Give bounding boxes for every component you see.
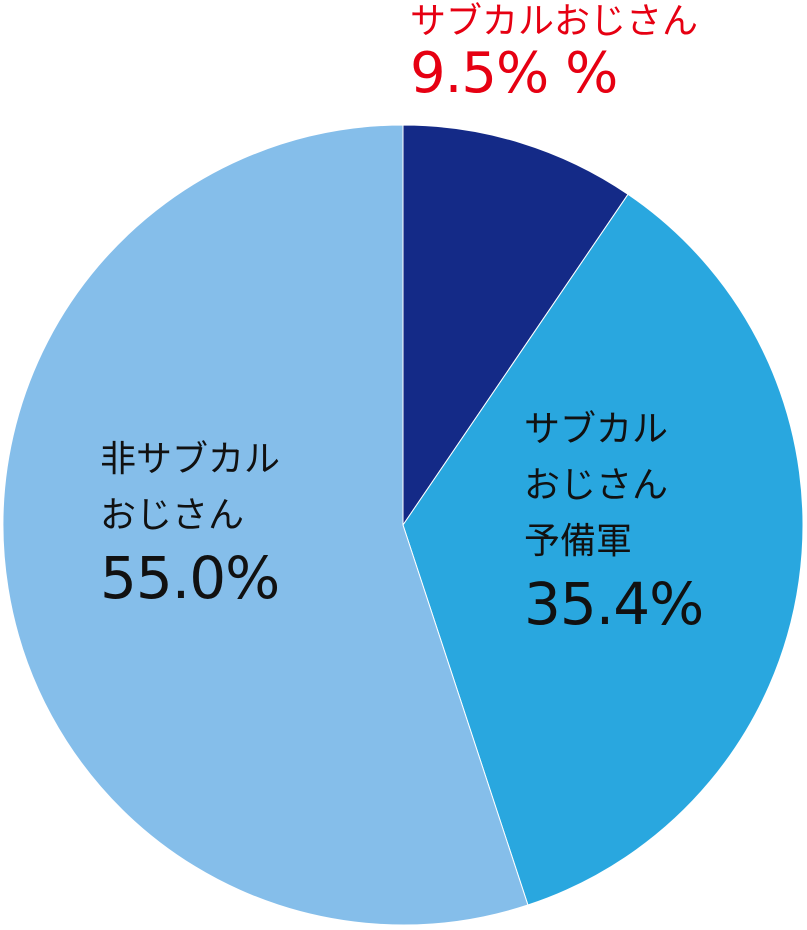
label-yobigun-name-2: おじさん — [524, 465, 669, 506]
slice-subcul-yobigun — [402, 193, 804, 906]
label-non-subcul-name-2: おじさん — [100, 495, 245, 536]
label-subcul-ojisan-name: サブカルおじさん — [410, 1, 699, 42]
label-subcul-ojisan: サブカルおじさん 9.5% % — [410, 2, 698, 106]
label-subcul-ojisan-value: 9.5% % — [410, 41, 618, 106]
label-yobigun-name-1: サブカル — [524, 409, 669, 450]
label-non-subcul-value: 55.0% — [100, 544, 280, 612]
slice-subcul-ojisan — [402, 124, 629, 527]
label-yobigun-value: 35.4% — [524, 570, 704, 638]
label-non-subcul-name-1: 非サブカル — [100, 439, 281, 480]
slice-non-subcul-ojisan — [2, 124, 529, 926]
label-subcul-yobigun: サブカル おじさん 予備軍 35.4% — [524, 402, 704, 638]
label-non-subcul-ojisan: 非サブカル おじさん 55.0% — [100, 432, 280, 612]
label-yobigun-name-3: 予備軍 — [524, 521, 633, 562]
